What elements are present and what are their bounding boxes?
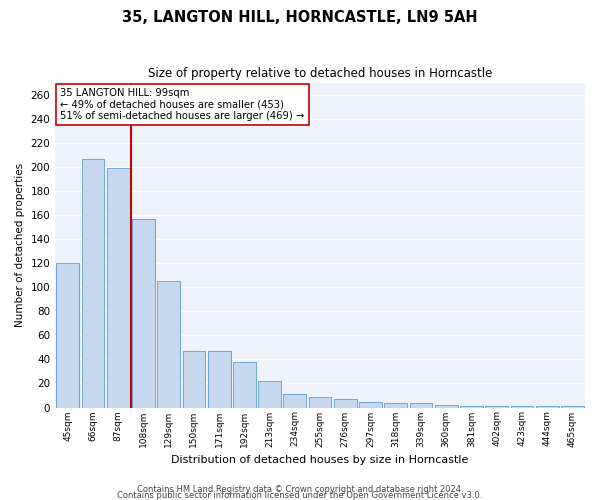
Bar bbox=[157, 282, 180, 408]
Bar bbox=[536, 406, 559, 408]
Bar bbox=[208, 351, 230, 408]
Bar bbox=[485, 406, 508, 408]
Bar bbox=[233, 362, 256, 408]
Bar bbox=[359, 402, 382, 407]
Text: Contains public sector information licensed under the Open Government Licence v3: Contains public sector information licen… bbox=[118, 491, 482, 500]
Bar bbox=[460, 406, 483, 408]
Bar bbox=[561, 406, 584, 408]
Text: 35, LANGTON HILL, HORNCASTLE, LN9 5AH: 35, LANGTON HILL, HORNCASTLE, LN9 5AH bbox=[122, 10, 478, 25]
Bar bbox=[410, 402, 433, 407]
Bar bbox=[435, 405, 458, 407]
Text: 35 LANGTON HILL: 99sqm
← 49% of detached houses are smaller (453)
51% of semi-de: 35 LANGTON HILL: 99sqm ← 49% of detached… bbox=[61, 88, 305, 121]
Bar bbox=[182, 351, 205, 408]
Bar bbox=[334, 399, 356, 407]
Bar bbox=[107, 168, 130, 408]
Bar bbox=[258, 381, 281, 407]
Bar bbox=[82, 159, 104, 408]
Y-axis label: Number of detached properties: Number of detached properties bbox=[15, 163, 25, 328]
Title: Size of property relative to detached houses in Horncastle: Size of property relative to detached ho… bbox=[148, 68, 492, 80]
Text: Contains HM Land Registry data © Crown copyright and database right 2024.: Contains HM Land Registry data © Crown c… bbox=[137, 485, 463, 494]
Bar bbox=[309, 396, 331, 407]
Bar bbox=[385, 402, 407, 407]
Bar bbox=[132, 219, 155, 408]
Bar bbox=[511, 406, 533, 408]
X-axis label: Distribution of detached houses by size in Horncastle: Distribution of detached houses by size … bbox=[172, 455, 469, 465]
Bar bbox=[283, 394, 306, 407]
Bar bbox=[56, 264, 79, 408]
